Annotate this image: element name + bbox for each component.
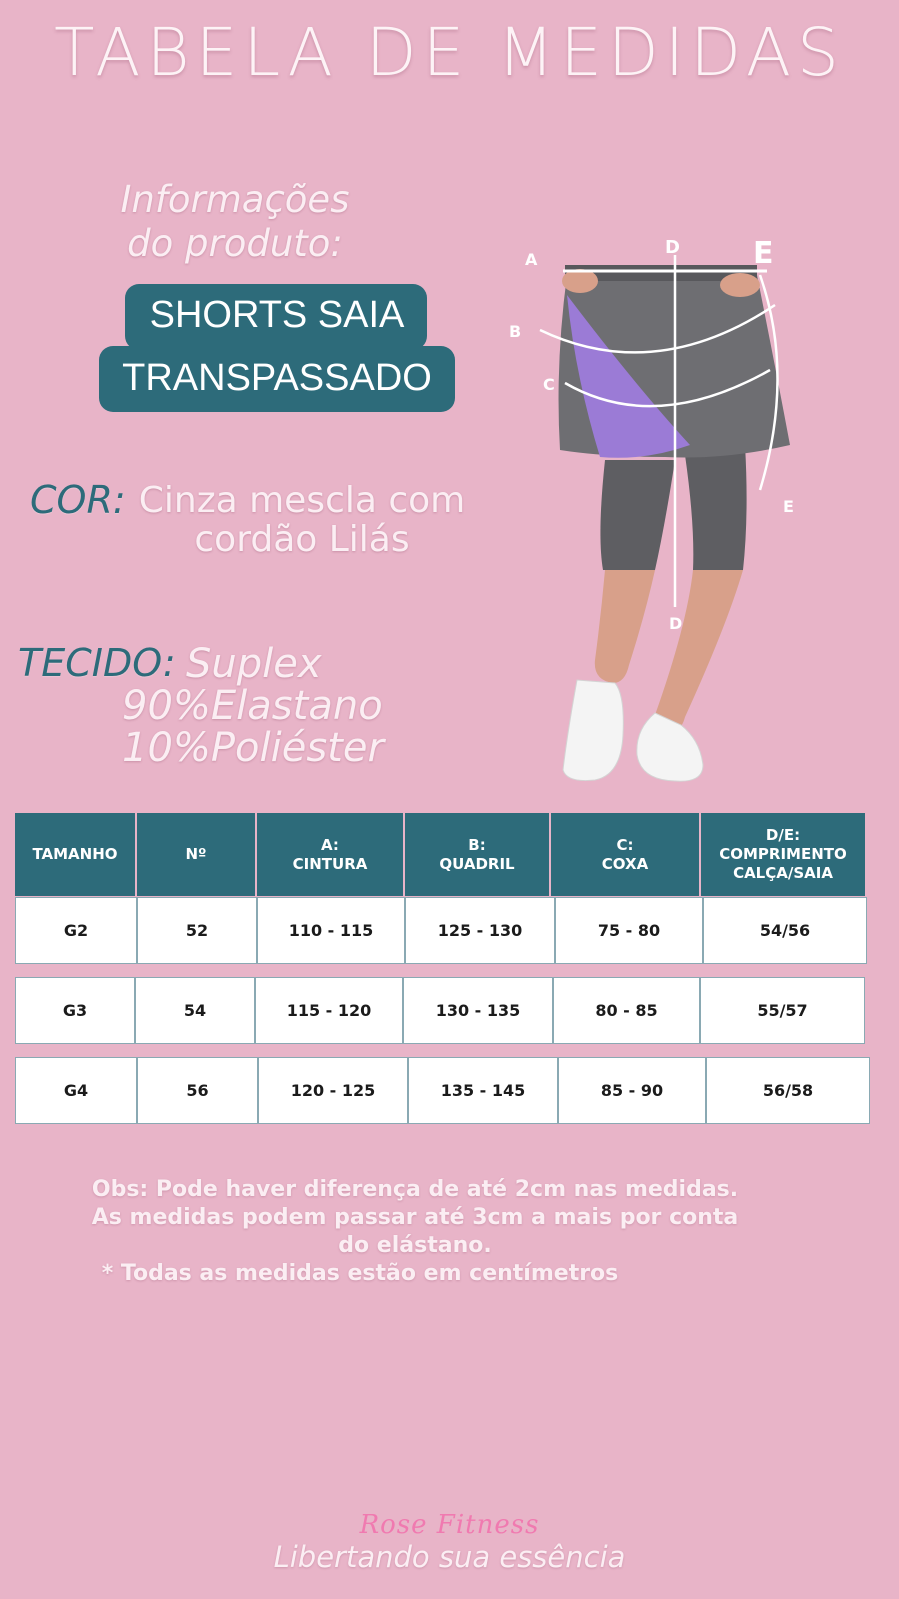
cell-waist: 120 - 125 <box>258 1057 408 1124</box>
cell-thigh: 85 - 90 <box>558 1057 706 1124</box>
product-measurement-figure: A B C D D E E <box>509 236 794 782</box>
label-e-top: E <box>753 236 774 271</box>
color-value-line1: Cinza mescla com <box>138 480 466 521</box>
color-value: Cinza mescla com cordão Lilás <box>132 481 472 559</box>
color-value-line2: cordão Lilás <box>194 519 410 560</box>
page-title: TABELA DE MEDIDAS <box>54 14 845 91</box>
label-c: C <box>543 375 555 394</box>
left-calf <box>594 570 655 683</box>
product-info-heading-line2: do produto: <box>127 222 343 265</box>
product-name: SHORTS SAIA TRANSPASSADO <box>99 284 455 410</box>
obs-line3: do elástano. <box>338 1233 492 1258</box>
cell-thigh: 75 - 80 <box>555 897 703 964</box>
obs-line4: * Todas as medidas estão em centímetros <box>101 1261 619 1286</box>
cell-size: G4 <box>15 1057 137 1124</box>
product-name-line2: TRANSPASSADO <box>122 357 432 399</box>
left-shoe <box>562 679 624 781</box>
cell-length: 56/58 <box>706 1057 870 1124</box>
label-e-side: E <box>783 497 794 516</box>
cell-hip: 125 - 130 <box>405 897 555 964</box>
right-hand <box>720 273 760 297</box>
label-b: B <box>509 322 521 341</box>
table-header-thigh: C: COXA <box>551 813 701 896</box>
table-header-number: Nº <box>137 813 257 896</box>
product-info-heading-line1: Informações <box>120 178 350 221</box>
table-row: G3 54 115 - 120 130 - 135 80 - 85 55/57 <box>15 977 885 1044</box>
table-header-size: TAMANHO <box>15 813 137 896</box>
skirt-lilac-panel <box>567 295 690 458</box>
product-info-heading: Informações do produto: <box>100 178 370 266</box>
table-row: G2 52 110 - 115 125 - 130 75 - 80 54/56 <box>15 897 885 964</box>
fabric-value-line3: 10%Poliéster <box>122 725 384 771</box>
product-name-line1: SHORTS SAIA <box>149 294 405 336</box>
right-leg <box>685 445 747 570</box>
table-header-hip: B: QUADRIL <box>405 813 551 896</box>
obs-line2: As medidas podem passar até 3cm a mais p… <box>91 1205 739 1230</box>
brand-logo: Rose Fitness <box>359 1510 540 1540</box>
label-d-bottom: D <box>669 614 682 633</box>
cell-hip: 130 - 135 <box>403 977 553 1044</box>
cell-length: 54/56 <box>703 897 867 964</box>
fabric-label: TECIDO: <box>18 641 176 685</box>
cell-length: 55/57 <box>700 977 865 1044</box>
cell-waist: 110 - 115 <box>257 897 405 964</box>
measure-line-b <box>539 303 776 354</box>
cell-number: 54 <box>135 977 255 1044</box>
observations-note: Obs: Pode haver diferença de até 2cm nas… <box>40 1176 790 1288</box>
measure-line-c <box>564 368 771 408</box>
cell-hip: 135 - 145 <box>408 1057 558 1124</box>
cell-number: 56 <box>137 1057 258 1124</box>
cell-size: G2 <box>15 897 137 964</box>
label-a: A <box>525 250 538 269</box>
table-header-length: D/E: COMPRIMENTO CALÇA/SAIA <box>701 813 865 896</box>
table-row: G4 56 120 - 125 135 - 145 85 - 90 56/58 <box>15 1057 885 1124</box>
label-d-top: D <box>665 237 680 258</box>
right-calf <box>654 570 743 733</box>
product-name-badge: SHORTS SAIA TRANSPASSADO <box>99 284 455 412</box>
cell-thigh: 80 - 85 <box>553 977 700 1044</box>
product-badge-bottom <box>99 346 455 412</box>
measure-line-e <box>758 274 779 491</box>
cell-number: 52 <box>137 897 257 964</box>
fabric-value-line2: 90%Elastano <box>122 683 383 729</box>
product-badge-top <box>125 284 427 350</box>
cell-waist: 115 - 120 <box>255 977 403 1044</box>
waistband <box>565 265 757 281</box>
fabric-value: Suplex 90%Elastano 10%Poliéster <box>122 643 384 769</box>
left-hand <box>562 269 598 293</box>
color-label: COR: <box>30 478 126 522</box>
obs-line1: Obs: Pode haver diferença de até 2cm nas… <box>91 1177 739 1202</box>
table-header-waist: A: CINTURA <box>257 813 405 896</box>
brand-slogan: Libertando sua essência <box>273 1540 626 1574</box>
right-shoe <box>636 712 704 782</box>
cell-size: G3 <box>15 977 135 1044</box>
left-leg <box>600 460 675 570</box>
fabric-value-line1: Suplex <box>186 641 322 687</box>
